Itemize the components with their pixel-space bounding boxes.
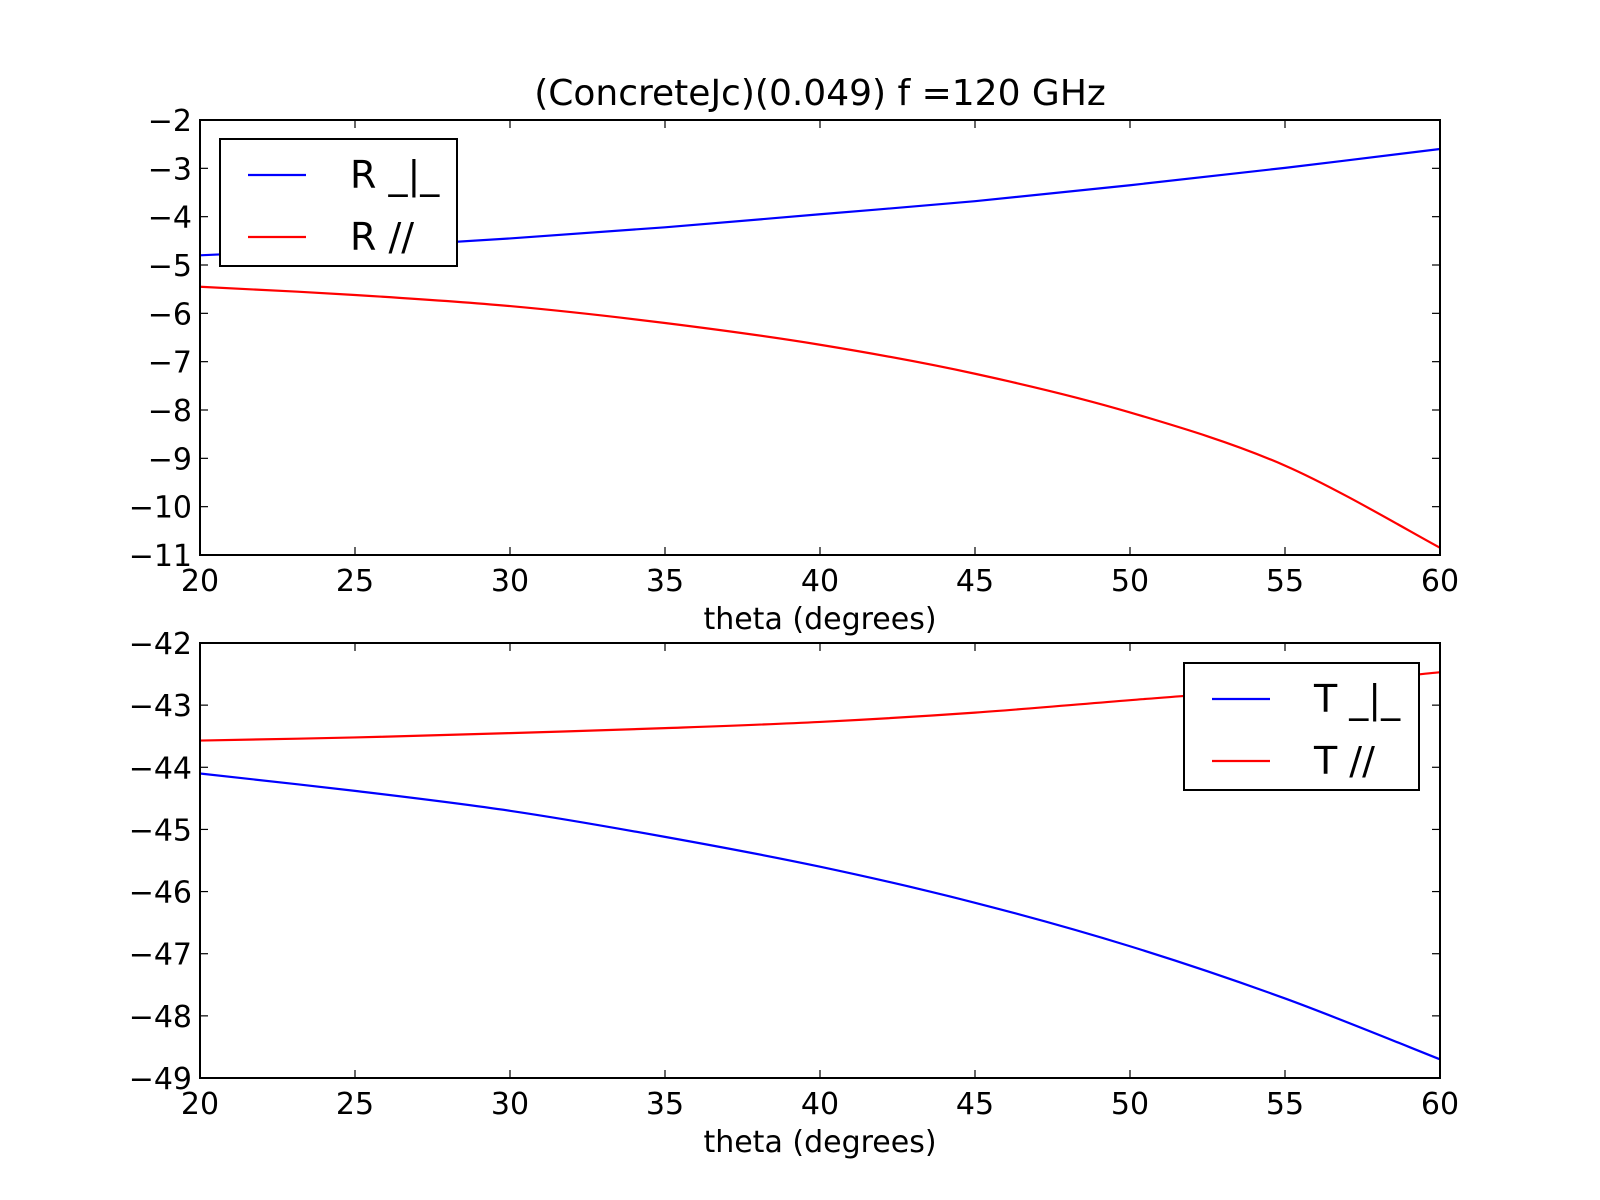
top-legend-label-1: R // xyxy=(350,215,414,259)
bottom-x-tick-label: 50 xyxy=(1111,1087,1149,1122)
top-x-tick-label: 55 xyxy=(1266,564,1304,599)
top-y-tick-label: −11 xyxy=(129,539,192,574)
bottom-x-tick-label: 20 xyxy=(181,1087,219,1122)
top-y-tick-label: −2 xyxy=(148,104,192,139)
bottom-y-tick-label: −46 xyxy=(129,876,192,911)
bottom-x-tick-label: 60 xyxy=(1421,1087,1459,1122)
top-subplot: 20 25 30 35 40 45 50 55 60 −2 −3 −4 −5 −6 −7 −8 −9 −10 −11… xyxy=(129,73,1459,637)
chart-title: (ConcreteJc)(0.049) f =120 GHz xyxy=(534,73,1106,114)
top-x-tick-label: 45 xyxy=(956,564,994,599)
bottom-x-tick-label: 25 xyxy=(336,1087,374,1122)
top-legend-label-0: R _|_ xyxy=(350,153,440,198)
top-x-tick-label: 50 xyxy=(1111,564,1149,599)
top-y-tick-label: −4 xyxy=(148,201,192,236)
bottom-legend-label-0: T _|_ xyxy=(1313,677,1401,722)
top-y-tick-label: −6 xyxy=(148,297,192,332)
bottom-y-tick-label: −47 xyxy=(129,938,192,973)
top-x-tick-label: 20 xyxy=(181,564,219,599)
bottom-x-tick-label: 35 xyxy=(646,1087,684,1122)
bottom-x-tick-label: 45 xyxy=(956,1087,994,1122)
top-x-tick-label: 35 xyxy=(646,564,684,599)
bottom-legend-box xyxy=(1183,662,1420,791)
bottom-y-tick-label: −44 xyxy=(129,751,192,786)
top-y-tick-label: −5 xyxy=(148,249,192,284)
bottom-y-tick-label: −48 xyxy=(129,1000,192,1035)
bottom-y-tick-label: −49 xyxy=(129,1062,192,1097)
top-x-axis-label: theta (degrees) xyxy=(703,602,936,637)
top-y-tick-label: −3 xyxy=(148,152,192,187)
bottom-legend-label-1: T // xyxy=(1313,739,1375,783)
bottom-y-tick-label: −43 xyxy=(129,689,192,724)
bottom-y-tick-label: −45 xyxy=(129,813,192,848)
bottom-subplot: 20 25 30 35 40 45 50 55 60 −42 −43 −44 −45 −46 −47 −48 −… xyxy=(129,627,1459,1160)
top-x-tick-label: 25 xyxy=(336,564,374,599)
top-x-tick-label: 40 xyxy=(801,564,839,599)
bottom-x-tick-label: 40 xyxy=(801,1087,839,1122)
bottom-x-tick-label: 30 xyxy=(491,1087,529,1122)
top-legend-box xyxy=(219,138,458,267)
top-x-tick-label: 60 xyxy=(1421,564,1459,599)
bottom-y-tick-label: −42 xyxy=(129,627,192,662)
top-y-tick-label: −8 xyxy=(148,394,192,429)
top-series-line-1 xyxy=(199,285,1441,549)
top-x-tick-label: 30 xyxy=(491,564,529,599)
bottom-x-axis-label: theta (degrees) xyxy=(703,1125,936,1160)
bottom-series-line-0 xyxy=(199,772,1441,1061)
top-y-tick-label: −9 xyxy=(148,442,192,477)
bottom-x-tick-label: 55 xyxy=(1266,1087,1304,1122)
top-y-tick-label: −7 xyxy=(148,346,192,381)
top-y-tick-label: −10 xyxy=(129,491,192,526)
